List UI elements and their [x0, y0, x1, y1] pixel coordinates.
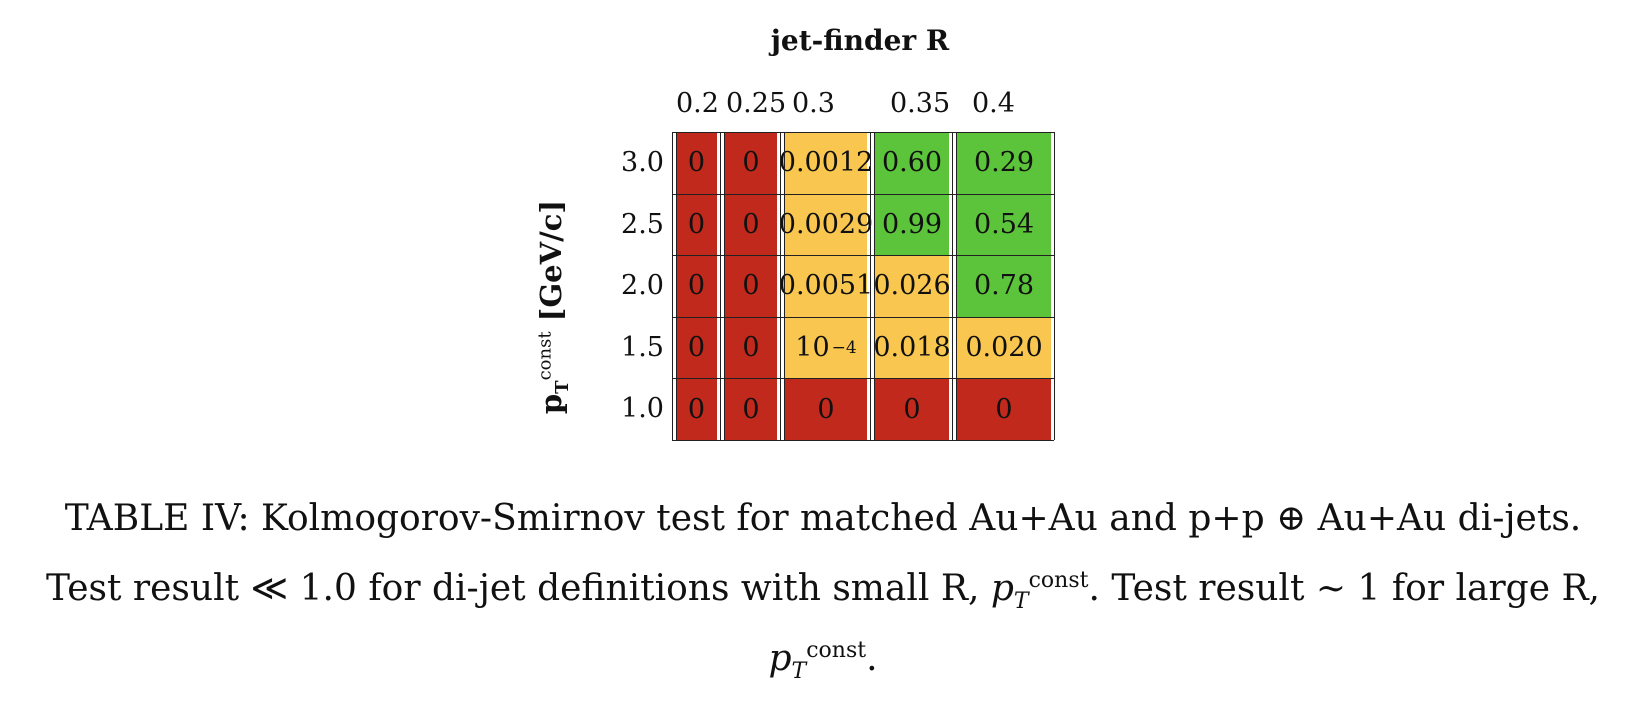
row-rule [672, 255, 1054, 257]
table-cell: 0.020 [957, 316, 1051, 379]
row-axis-symbol: p [534, 393, 568, 415]
table-cell: 0.018 [873, 316, 951, 379]
row-axis-sup: const [534, 331, 556, 381]
caption-pt-sup: const [1028, 568, 1089, 593]
table-cell: 0 [957, 378, 1051, 440]
column-rule [724, 132, 725, 440]
row-rule [672, 132, 1054, 133]
table-cell: 0.60 [875, 132, 949, 194]
table-cell: 0 [676, 255, 717, 317]
table-cell: 0.29 [957, 132, 1051, 194]
table-caption: TABLE IV: Kolmogorov-Smirnov test for ma… [40, 484, 1606, 694]
table-cell: 0 [725, 132, 777, 194]
caption-line-1: TABLE IV: Kolmogorov-Smirnov test for ma… [64, 498, 1582, 539]
column-header: 0.4 [972, 88, 1015, 119]
row-axis-title: pTconst [GeV/c] [534, 152, 573, 462]
column-axis-title: jet-finder R [770, 24, 950, 57]
table-cell: 0.026 [873, 255, 951, 317]
cell-exponent: −4 [831, 337, 857, 358]
column-rule [720, 132, 721, 440]
table-cell: 0 [875, 378, 949, 440]
caption-line-2b: . Test result ∼ 1 for large R, [1088, 568, 1600, 609]
column-rule [874, 132, 875, 440]
column-header: 0.3 [792, 88, 835, 119]
row-header: 2.5 [621, 208, 664, 240]
column-header: 0.25 [726, 88, 787, 119]
caption-pt-sub: T [1013, 589, 1029, 615]
table-cell: 0 [785, 378, 867, 440]
table-cell: 0 [725, 255, 777, 317]
row-axis-unit: [GeV/c] [534, 199, 568, 322]
row-header: 1.0 [621, 393, 664, 425]
column-rule [676, 132, 677, 440]
row-header: 2.0 [621, 270, 664, 302]
column-header: 0.35 [890, 88, 951, 119]
table-cell: 10 −4 [785, 316, 867, 379]
table-cell: 0 [725, 378, 777, 440]
table-cell: 0 [725, 193, 777, 256]
row-rule [672, 193, 1054, 195]
ks-test-table: 0 0 0.0012 0.60 0.29 0 0 0.0029 0.99 0.54 0 0 0.0051… [672, 132, 1055, 441]
table-cell: 0.0051 [779, 255, 873, 317]
caption-pt-symbol-2: p [768, 638, 792, 679]
column-rule [780, 132, 781, 440]
table-cell: 0 [676, 316, 717, 379]
column-rule [952, 132, 953, 440]
caption-pt-sup-2: const [806, 638, 867, 663]
table-cell: 0.78 [957, 255, 1051, 317]
table-cell: 0.0012 [779, 132, 873, 194]
caption-line-2a: Test result ≪ 1.0 for di-jet definitions… [46, 568, 991, 609]
column-rule [870, 132, 871, 440]
caption-pt-sub-2: T [791, 659, 807, 685]
row-rule [672, 316, 1054, 318]
column-rule [1054, 132, 1055, 440]
table-cell: 0.99 [875, 193, 949, 256]
row-axis-sub: T [551, 380, 573, 394]
column-rule [672, 132, 673, 440]
table-cell: 0 [676, 378, 717, 440]
caption-line-3: pTconst. [768, 638, 878, 685]
row-rule [672, 378, 1054, 380]
table-cell: 0.54 [957, 193, 1051, 256]
table-cell: 0 [676, 193, 717, 256]
table-cell: 0 [676, 132, 717, 194]
caption-pt-symbol: p [990, 568, 1014, 609]
column-rule [956, 132, 957, 440]
table-cell: 0 [725, 316, 777, 379]
row-header: 1.5 [621, 331, 664, 363]
column-rule [784, 132, 785, 440]
row-rule [672, 440, 1054, 441]
row-header: 3.0 [621, 147, 664, 178]
column-header: 0.2 [676, 88, 719, 119]
table-cell: 0.0029 [779, 193, 873, 256]
caption-line-2: Test result ≪ 1.0 for di-jet definitions… [40, 554, 1606, 624]
